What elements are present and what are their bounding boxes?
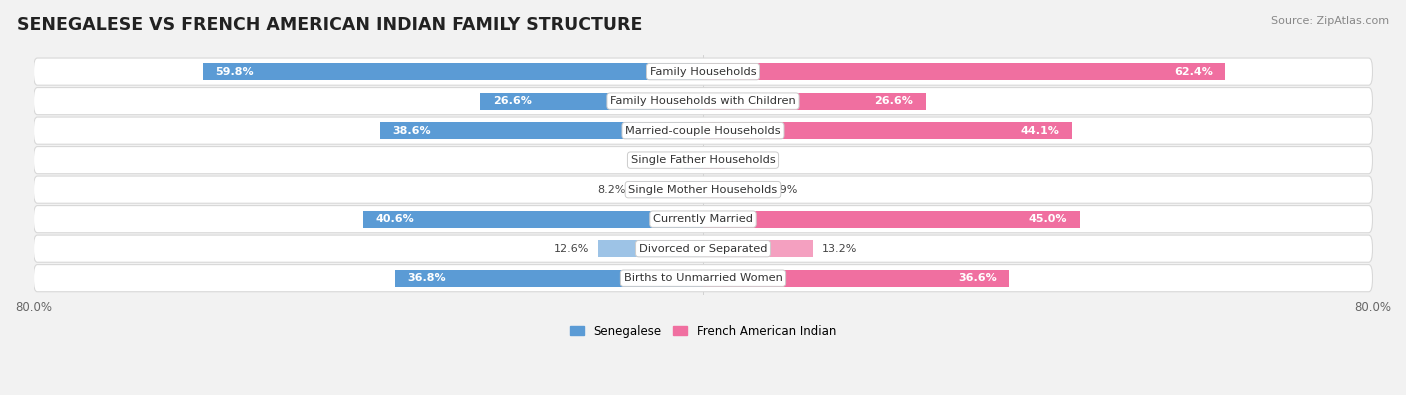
Text: Single Mother Households: Single Mother Households (628, 184, 778, 195)
FancyBboxPatch shape (34, 117, 1372, 144)
FancyBboxPatch shape (34, 88, 1372, 115)
Text: 38.6%: 38.6% (392, 126, 432, 135)
Text: 26.6%: 26.6% (494, 96, 531, 106)
FancyBboxPatch shape (34, 235, 1372, 262)
Text: 2.6%: 2.6% (733, 155, 762, 165)
Text: 8.2%: 8.2% (598, 184, 626, 195)
Text: Currently Married: Currently Married (652, 214, 754, 224)
Bar (703, 211, 1080, 228)
Text: 59.8%: 59.8% (215, 67, 253, 77)
Text: 40.6%: 40.6% (375, 214, 415, 224)
Text: 12.6%: 12.6% (554, 244, 589, 254)
Bar (380, 122, 703, 139)
Text: 6.9%: 6.9% (769, 184, 797, 195)
Bar (703, 152, 724, 169)
Text: Family Households with Children: Family Households with Children (610, 96, 796, 106)
Bar (481, 92, 703, 110)
Bar (202, 63, 703, 80)
Text: 44.1%: 44.1% (1021, 126, 1060, 135)
FancyBboxPatch shape (34, 147, 1372, 174)
FancyBboxPatch shape (34, 205, 1372, 233)
Text: Married-couple Households: Married-couple Households (626, 126, 780, 135)
FancyBboxPatch shape (34, 265, 1372, 292)
Bar (703, 92, 925, 110)
Text: 26.6%: 26.6% (875, 96, 912, 106)
Text: Single Father Households: Single Father Households (631, 155, 775, 165)
Bar (703, 270, 1010, 287)
Text: 2.3%: 2.3% (647, 155, 675, 165)
Bar (683, 152, 703, 169)
Bar (395, 270, 703, 287)
Bar (703, 240, 814, 257)
Bar (634, 181, 703, 198)
Legend: Senegalese, French American Indian: Senegalese, French American Indian (565, 320, 841, 342)
Bar (363, 211, 703, 228)
Text: 62.4%: 62.4% (1174, 67, 1212, 77)
Bar (598, 240, 703, 257)
Text: Births to Unmarried Women: Births to Unmarried Women (624, 273, 782, 283)
Bar (703, 181, 761, 198)
Bar (703, 63, 1225, 80)
Text: Family Households: Family Households (650, 67, 756, 77)
Text: 13.2%: 13.2% (823, 244, 858, 254)
Bar (703, 122, 1071, 139)
Text: 36.6%: 36.6% (957, 273, 997, 283)
FancyBboxPatch shape (34, 58, 1372, 85)
Text: Divorced or Separated: Divorced or Separated (638, 244, 768, 254)
Text: SENEGALESE VS FRENCH AMERICAN INDIAN FAMILY STRUCTURE: SENEGALESE VS FRENCH AMERICAN INDIAN FAM… (17, 16, 643, 34)
Text: Source: ZipAtlas.com: Source: ZipAtlas.com (1271, 16, 1389, 26)
Text: 45.0%: 45.0% (1029, 214, 1067, 224)
FancyBboxPatch shape (34, 176, 1372, 203)
Text: 36.8%: 36.8% (408, 273, 446, 283)
